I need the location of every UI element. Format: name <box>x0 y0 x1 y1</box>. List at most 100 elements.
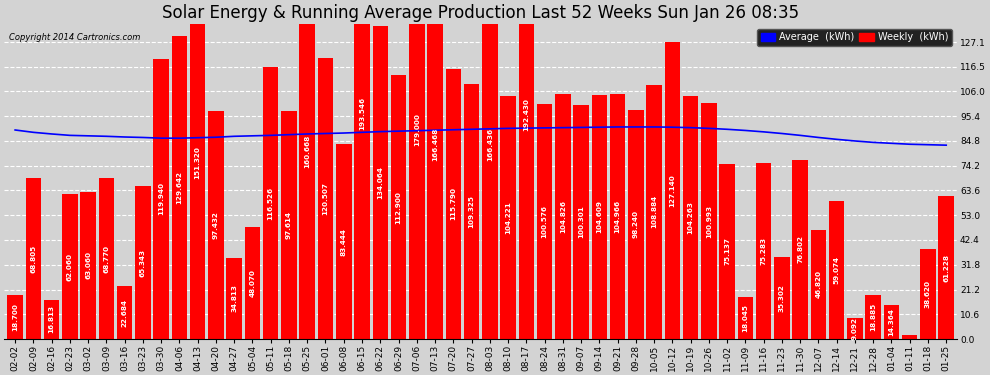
Text: 100.993: 100.993 <box>706 205 712 238</box>
Text: 97.614: 97.614 <box>286 211 292 239</box>
Bar <box>7 296 23 339</box>
Text: 104.609: 104.609 <box>596 200 602 233</box>
Text: 83.444: 83.444 <box>341 228 346 255</box>
Text: 65.343: 65.343 <box>140 249 146 277</box>
Text: 18.700: 18.700 <box>12 303 18 331</box>
Text: 62.060: 62.060 <box>67 252 73 280</box>
Text: 34.813: 34.813 <box>232 284 238 312</box>
Bar <box>190 0 206 339</box>
Text: 97.432: 97.432 <box>213 211 219 239</box>
Text: 76.802: 76.802 <box>797 236 803 263</box>
Bar <box>80 192 96 339</box>
Text: 35.302: 35.302 <box>779 284 785 312</box>
Text: 108.884: 108.884 <box>651 195 657 228</box>
Text: Copyright 2014 Cartronics.com: Copyright 2014 Cartronics.com <box>9 33 141 42</box>
Text: 104.966: 104.966 <box>615 200 621 233</box>
Bar <box>628 110 644 339</box>
Bar <box>646 85 662 339</box>
Bar <box>354 0 369 339</box>
Bar <box>263 67 278 339</box>
Bar <box>519 0 534 339</box>
Text: 104.826: 104.826 <box>559 200 566 233</box>
Bar <box>136 186 150 339</box>
Text: 192.430: 192.430 <box>524 98 530 131</box>
Bar <box>99 178 114 339</box>
Bar <box>227 258 242 339</box>
Text: 100.576: 100.576 <box>542 205 547 238</box>
Bar <box>482 0 498 339</box>
Text: 115.790: 115.790 <box>450 187 456 220</box>
Bar <box>921 249 936 339</box>
Text: 179.000: 179.000 <box>414 114 420 146</box>
Bar <box>281 111 297 339</box>
Bar <box>299 0 315 339</box>
Text: 68.770: 68.770 <box>103 245 110 273</box>
Bar <box>829 201 844 339</box>
Text: 119.940: 119.940 <box>158 183 164 216</box>
Text: 109.325: 109.325 <box>468 195 474 228</box>
Bar <box>409 0 425 339</box>
Text: 112.900: 112.900 <box>396 191 402 224</box>
Bar <box>683 96 698 339</box>
Text: 75.283: 75.283 <box>760 237 766 265</box>
Bar <box>171 36 187 339</box>
Bar <box>664 42 680 339</box>
Bar <box>318 58 334 339</box>
Bar <box>446 69 461 339</box>
Bar <box>62 194 77 339</box>
Text: 100.301: 100.301 <box>578 206 584 238</box>
Text: 75.137: 75.137 <box>724 237 731 265</box>
Bar <box>811 230 827 339</box>
Text: 104.263: 104.263 <box>688 201 694 234</box>
Bar <box>117 286 133 339</box>
Text: 9.092: 9.092 <box>852 317 858 340</box>
Text: 166.436: 166.436 <box>487 128 493 161</box>
Text: 166.468: 166.468 <box>432 128 438 161</box>
Bar <box>537 104 552 339</box>
Text: 193.546: 193.546 <box>359 96 365 130</box>
Bar <box>391 75 406 339</box>
Bar <box>738 297 753 339</box>
Bar <box>573 105 589 339</box>
Bar <box>26 178 42 339</box>
Text: 18.045: 18.045 <box>742 304 748 332</box>
Text: 16.813: 16.813 <box>49 305 54 333</box>
Bar <box>701 103 717 339</box>
Bar <box>610 94 626 339</box>
Text: 18.885: 18.885 <box>870 303 876 331</box>
Text: 63.060: 63.060 <box>85 251 91 279</box>
Text: 46.820: 46.820 <box>816 270 822 298</box>
Bar <box>756 163 771 339</box>
Bar <box>884 306 899 339</box>
Bar <box>939 196 954 339</box>
Text: 22.684: 22.684 <box>122 298 128 327</box>
Bar <box>500 96 516 339</box>
Title: Solar Energy & Running Average Production Last 52 Weeks Sun Jan 26 08:35: Solar Energy & Running Average Productio… <box>162 4 799 22</box>
Bar <box>428 0 443 339</box>
Text: 48.070: 48.070 <box>249 269 255 297</box>
Bar <box>592 95 607 339</box>
Bar <box>902 335 918 339</box>
Text: 129.642: 129.642 <box>176 171 182 204</box>
Text: 127.140: 127.140 <box>669 174 675 207</box>
Bar <box>245 227 260 339</box>
Bar <box>555 94 570 339</box>
Text: 59.074: 59.074 <box>834 256 840 284</box>
Bar <box>774 256 790 339</box>
Text: 104.221: 104.221 <box>505 201 511 234</box>
Bar <box>865 295 881 339</box>
Text: 134.064: 134.064 <box>377 166 383 199</box>
Text: 98.240: 98.240 <box>633 210 639 238</box>
Bar <box>792 160 808 339</box>
Bar <box>208 111 224 339</box>
Bar <box>372 26 388 339</box>
Bar <box>153 59 169 339</box>
Text: 160.668: 160.668 <box>304 135 310 168</box>
Bar <box>336 144 351 339</box>
Bar <box>44 300 59 339</box>
Text: 151.320: 151.320 <box>195 146 201 179</box>
Text: 68.805: 68.805 <box>31 244 37 273</box>
Legend: Average  (kWh), Weekly  (kWh): Average (kWh), Weekly (kWh) <box>757 28 952 46</box>
Bar <box>720 164 735 339</box>
Text: 116.526: 116.526 <box>267 186 273 219</box>
